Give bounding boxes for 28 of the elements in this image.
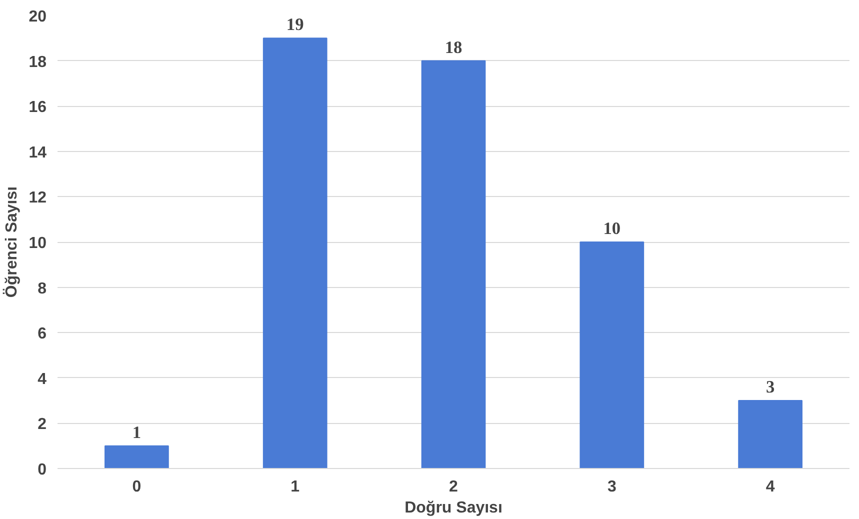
bar — [580, 242, 644, 468]
bar — [104, 445, 169, 468]
x-tick-label: 4 — [766, 478, 775, 496]
x-axis-title: Doğru Sayısı — [404, 500, 502, 516]
bar — [738, 400, 802, 468]
y-tick-label: 2 — [38, 416, 47, 434]
bar — [262, 38, 328, 468]
x-tick-label: 0 — [132, 478, 142, 496]
y-tick-label: 0 — [38, 462, 47, 478]
y-tick-label: 8 — [38, 280, 47, 298]
y-tick-label: 16 — [28, 99, 47, 116]
y-tick-label: 20 — [28, 8, 47, 26]
data-label: 3 — [766, 378, 775, 397]
y-tick-label: 4 — [38, 370, 47, 388]
bar — [421, 60, 486, 468]
y-tick-label: 18 — [28, 54, 47, 71]
y-tick-label: 10 — [28, 235, 47, 252]
y-tick-label: 12 — [28, 190, 47, 207]
data-label: 1 — [132, 422, 142, 442]
y-tick-label: 6 — [38, 326, 47, 343]
y-axis-title: Öğrenci Sayısı — [2, 186, 21, 298]
x-tick-label: 2 — [449, 478, 458, 496]
data-label: 10 — [603, 219, 621, 238]
data-label: 19 — [286, 15, 304, 34]
y-tick-label: 14 — [28, 144, 47, 162]
x-tick-label: 3 — [607, 478, 616, 496]
x-tick-label: 1 — [290, 478, 300, 496]
data-label: 18 — [444, 38, 462, 57]
